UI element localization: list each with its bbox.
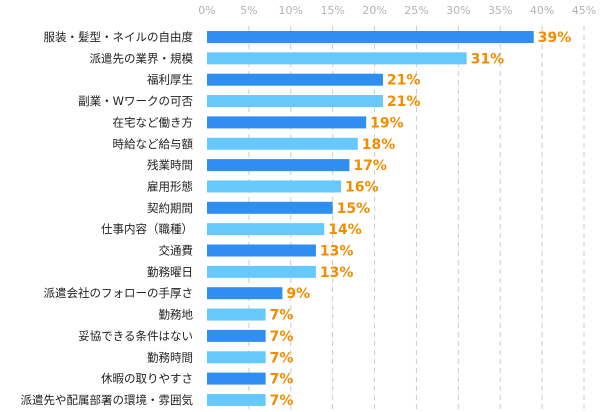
bar — [207, 73, 383, 86]
bar — [207, 329, 266, 342]
x-tick-label: 45% — [572, 4, 596, 17]
bar — [207, 287, 283, 300]
category-label: 勤務時間 — [147, 350, 193, 364]
category-label: 雇用形態 — [147, 179, 193, 193]
x-tick-label: 35% — [488, 4, 512, 17]
value-label: 16% — [345, 179, 379, 195]
bar — [207, 52, 467, 65]
category-label: 休暇の取りやすさ — [101, 372, 193, 386]
value-label: 9% — [286, 286, 310, 302]
category-label: 派遣先の業界・規模 — [90, 51, 194, 65]
x-tick-label: 5% — [240, 4, 257, 17]
value-label: 13% — [320, 244, 354, 260]
value-label: 19% — [370, 115, 404, 131]
category-label: 仕事内容（職種） — [101, 222, 193, 236]
bar — [207, 201, 333, 214]
category-label: 副業・Wワークの可否 — [78, 94, 193, 108]
value-label: 21% — [387, 73, 421, 89]
bar — [207, 180, 342, 193]
category-label: 勤務曜日 — [147, 265, 193, 279]
category-label: 交通費 — [159, 244, 194, 258]
x-tick-label: 25% — [404, 4, 428, 17]
bar — [207, 372, 266, 385]
value-label: 15% — [337, 201, 371, 217]
x-tick-label: 15% — [320, 4, 344, 17]
bar — [207, 265, 316, 278]
bar — [207, 393, 266, 406]
value-label: 39% — [538, 30, 572, 46]
value-label: 14% — [328, 222, 362, 238]
x-tick-label: 10% — [279, 4, 303, 17]
category-label: 服装・髪型・ネイルの自由度 — [44, 30, 194, 44]
bar — [207, 308, 266, 321]
category-label: 残業時間 — [147, 158, 193, 172]
value-label: 7% — [270, 393, 294, 409]
bar — [207, 159, 350, 172]
value-label: 7% — [270, 329, 294, 345]
bar — [207, 351, 266, 364]
bar — [207, 116, 367, 129]
x-tick-label: 30% — [446, 4, 470, 17]
x-tick-label: 20% — [362, 4, 386, 17]
bar — [207, 95, 383, 108]
category-label: 派遣先や配属部署の環境・雰囲気 — [21, 393, 194, 407]
x-tick-label: 0% — [198, 4, 215, 17]
value-label: 17% — [353, 158, 387, 174]
bar — [207, 244, 316, 257]
value-label: 7% — [270, 372, 294, 388]
category-label: 派遣会社のフォローの手厚さ — [44, 286, 194, 300]
category-label: 時給など給与額 — [113, 137, 194, 151]
bar — [207, 223, 325, 236]
value-label: 21% — [387, 94, 421, 110]
category-label: 福利厚生 — [147, 73, 193, 87]
category-label: 契約期間 — [147, 201, 193, 215]
category-label: 在宅など働き方 — [113, 115, 194, 129]
value-label: 18% — [362, 137, 396, 153]
category-label: 妥協できる条件はない — [78, 329, 193, 343]
category-label: 勤務地 — [159, 308, 194, 322]
value-label: 31% — [471, 51, 505, 67]
value-label: 13% — [320, 265, 354, 281]
value-label: 7% — [270, 308, 294, 324]
x-tick-label: 40% — [530, 4, 554, 17]
bar — [207, 31, 534, 43]
bar — [207, 137, 358, 150]
value-label: 7% — [270, 350, 294, 366]
